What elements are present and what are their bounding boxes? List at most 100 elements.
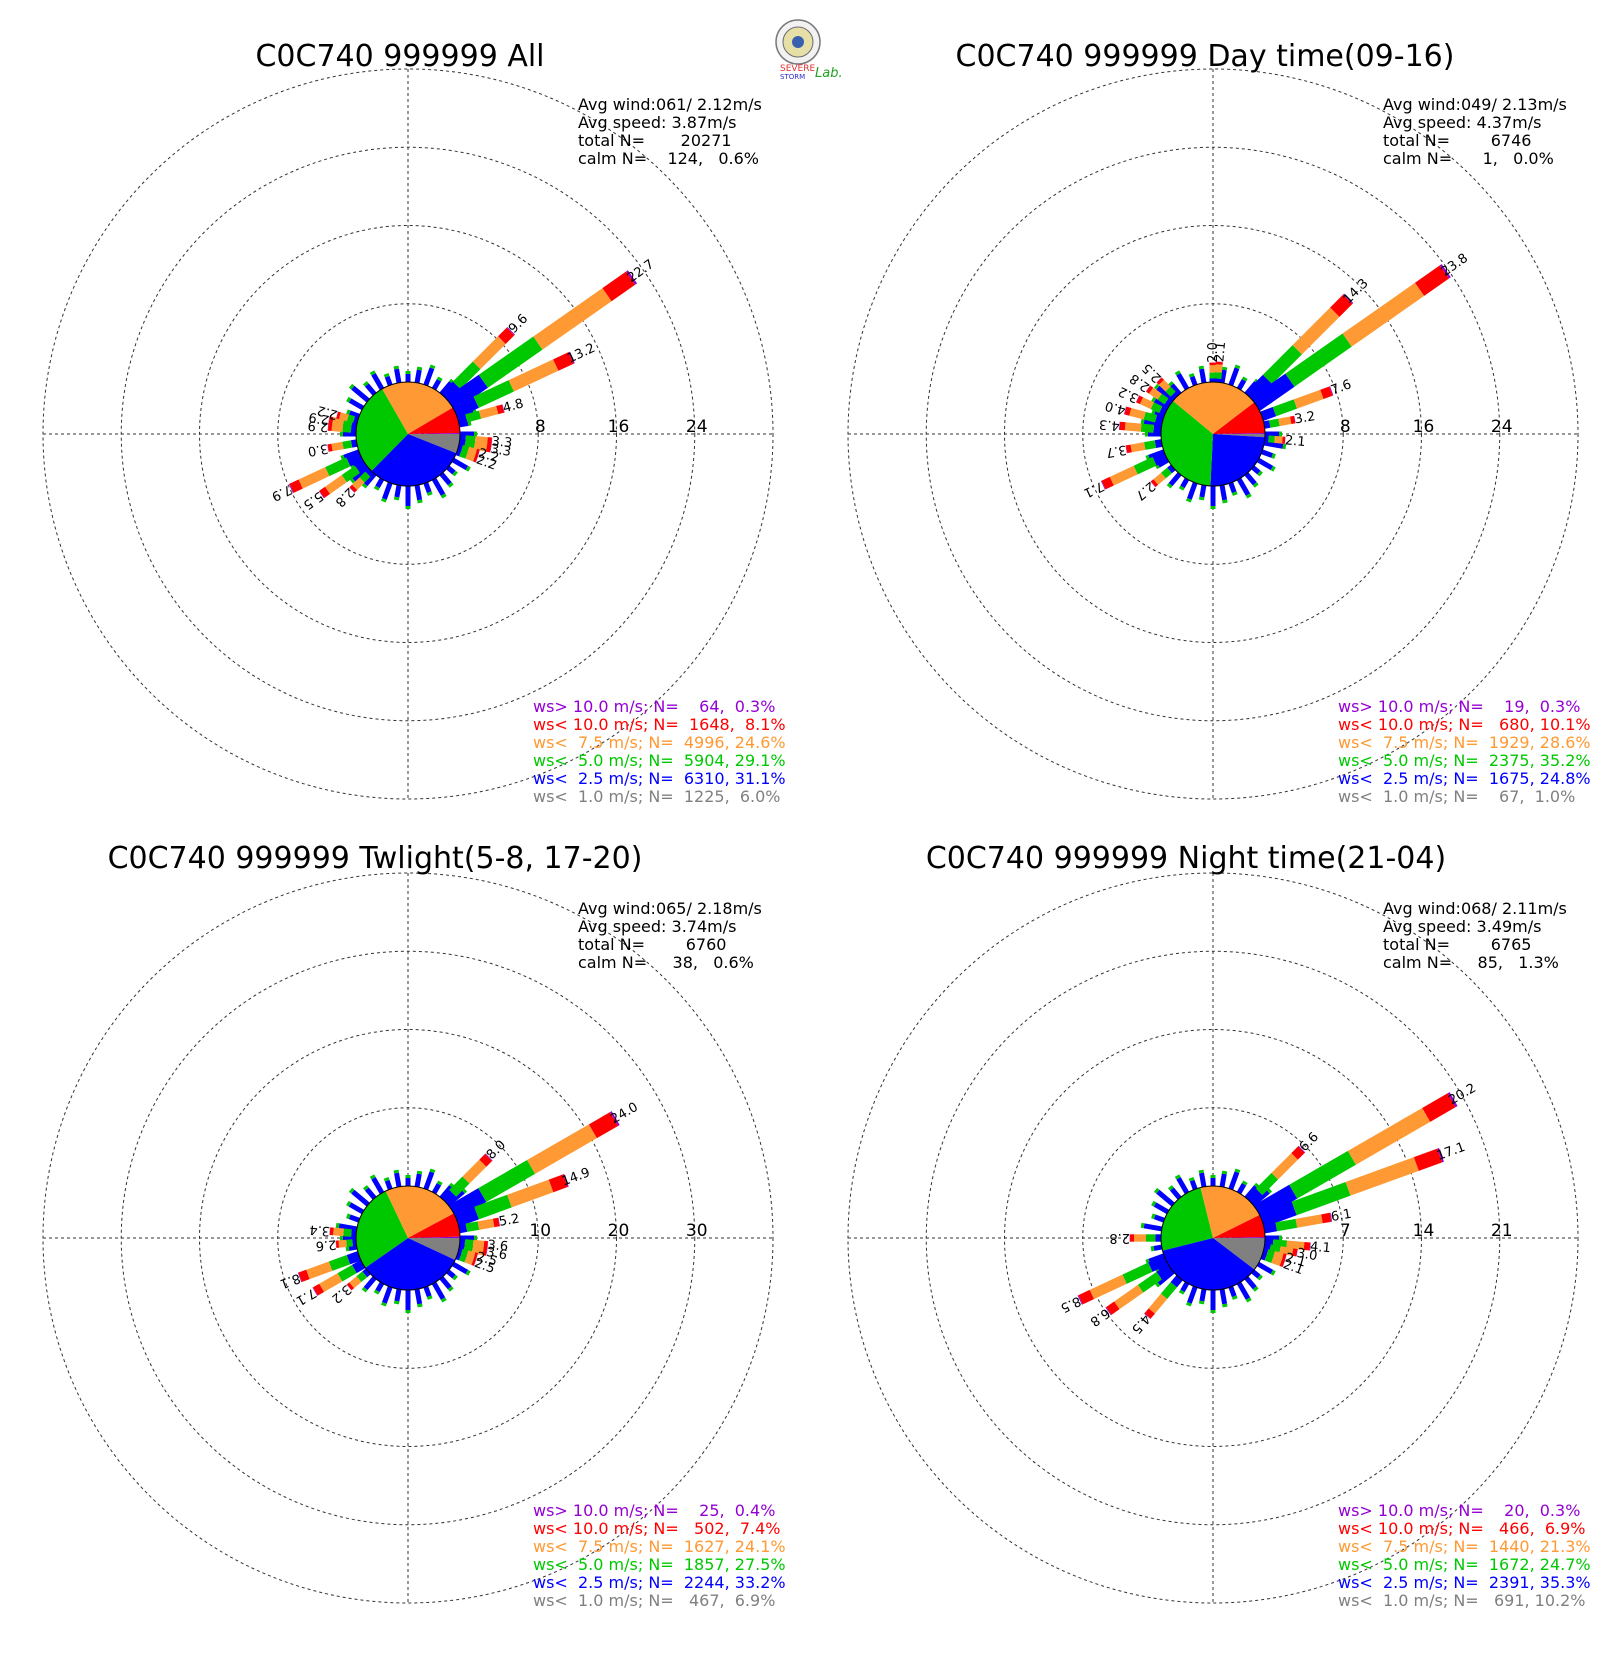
wind-bar-segment	[1272, 399, 1298, 417]
direction-stub-tip	[1270, 1269, 1276, 1276]
direction-stub-tip	[1178, 1289, 1185, 1295]
direction-stub-tip	[1174, 370, 1181, 376]
direction-stub	[1169, 1187, 1182, 1200]
direction-stub-tip	[1221, 1170, 1228, 1175]
direction-stub	[1156, 1189, 1175, 1207]
direction-stub-tip	[1168, 381, 1174, 387]
wind-bar-segment	[1154, 439, 1163, 449]
direction-stub-tip	[340, 454, 345, 461]
wind-bar-segment	[458, 1253, 467, 1263]
wind-bar-segment	[464, 440, 476, 450]
legend-entry: ws< 10.0 m/s; N= 502, 7.4%	[533, 1519, 781, 1538]
wind-bar-segment	[1264, 1253, 1274, 1263]
wind-bar-segment	[1165, 386, 1176, 397]
wind-bar-segment	[1251, 373, 1295, 411]
wind-bar-segment	[1159, 406, 1168, 416]
wind-bar-segment	[1114, 1284, 1144, 1310]
wind-bar-label: 2.2	[474, 452, 499, 473]
direction-stub	[414, 1173, 422, 1188]
wind-bar-segment	[1279, 1246, 1294, 1256]
direction-stub-tip	[447, 1286, 454, 1292]
lab-logo: SEVERE STORM Lab.	[775, 19, 843, 81]
direction-stub-tip	[1241, 1180, 1248, 1186]
wind-bar-segment	[1437, 1148, 1444, 1163]
direction-stub	[1228, 1286, 1237, 1298]
direction-stub	[1236, 1281, 1251, 1300]
direction-stub	[348, 398, 365, 411]
wind-bar-segment	[1271, 1256, 1283, 1267]
wind-bar-segment	[472, 336, 506, 370]
wind-bar-segment	[1285, 333, 1352, 387]
direction-stub-tip	[1245, 1297, 1252, 1303]
pie-slice	[1161, 1187, 1213, 1251]
wind-rose-panel: 8 16 242.02.114.323.87.63.22.12.77.13.74.3…	[847, 39, 1591, 806]
wind-bar-label: 4.3	[1098, 416, 1120, 433]
wind-bar-segment	[1124, 422, 1142, 432]
wind-bar-label: 2.1	[1284, 1251, 1308, 1271]
stats-line: calm N= 124, 0.6%	[578, 149, 759, 168]
direction-stub-tip	[1241, 376, 1248, 382]
wind-bar-label: 13.2	[565, 341, 598, 367]
ring-label: 8	[535, 417, 546, 437]
ring-label: 7	[1340, 1221, 1351, 1241]
wind-bar-segment	[458, 439, 466, 448]
direction-stub	[451, 1261, 469, 1275]
direction-stub-tip	[383, 1177, 390, 1182]
wind-bar-label: 14.9	[560, 1165, 592, 1189]
direction-stub	[348, 1202, 365, 1215]
wind-bar-segment	[1447, 1092, 1458, 1108]
direction-stub-tip	[429, 1168, 436, 1174]
wind-bar-label: 14.3	[1341, 276, 1372, 307]
pie-slice	[408, 433, 460, 434]
direction-stub-tip	[1174, 1174, 1181, 1180]
wind-bar-segment	[568, 351, 575, 364]
wind-bar-segment	[602, 271, 636, 302]
wind-bar-segment	[506, 327, 515, 336]
direction-stub	[1143, 1223, 1163, 1232]
direction-stub-tip	[383, 373, 390, 378]
wind-bar-label: 3.0	[306, 440, 329, 458]
direction-stub-tip	[393, 496, 400, 501]
wind-bar-label: 2.1	[1212, 341, 1229, 363]
wind-bar-segment	[1292, 307, 1340, 355]
wind-bar-segment	[289, 479, 303, 493]
pie-slice	[408, 1238, 460, 1260]
direction-stub	[375, 477, 385, 489]
wind-bar-label: 7.6	[1329, 377, 1354, 398]
wind-bar-label: 2.1	[1284, 433, 1306, 450]
direction-stub	[351, 1189, 370, 1207]
direction-stub-tip	[393, 1300, 400, 1305]
wind-bar-segment	[1274, 435, 1283, 444]
wind-bar-segment	[1246, 1188, 1263, 1205]
direction-stub	[1219, 1173, 1227, 1188]
direction-stub-tip	[1270, 465, 1276, 472]
direction-stub	[1219, 1288, 1228, 1305]
direction-stub	[431, 477, 446, 496]
direction-stub-tip	[465, 1269, 471, 1276]
wind-bar-segment	[1125, 444, 1132, 454]
pie-outline	[1160, 1185, 1266, 1291]
wind-bar-label: 2.8	[1109, 1230, 1130, 1245]
wind-bar-segment	[553, 352, 574, 371]
direction-stub	[394, 484, 402, 498]
pie-slice	[1200, 1186, 1260, 1238]
direction-stub-tip	[1151, 1213, 1156, 1220]
direction-stub-tip	[1271, 453, 1276, 459]
wind-bar-label: 8.1	[278, 1270, 303, 1291]
stats-line: Avg wind:049/ 2.13m/s	[1383, 95, 1567, 114]
legend-entry: ws< 5.0 m/s; N= 5904, 29.1%	[533, 751, 786, 770]
wind-bar-segment	[610, 1111, 620, 1126]
wind-bar-segment	[325, 457, 351, 477]
direction-stub	[1244, 1185, 1258, 1200]
direction-stub-tip	[449, 378, 455, 385]
wind-bar-segment	[1278, 416, 1292, 427]
direction-stub-tip	[373, 1289, 380, 1295]
direction-stub	[1153, 398, 1170, 411]
direction-stub-tip	[1198, 365, 1205, 370]
ring-label: 16	[608, 417, 630, 437]
wind-bar-segment	[473, 441, 488, 452]
direction-stub	[1180, 1281, 1190, 1293]
pie-slice	[1161, 400, 1213, 486]
legend-entry: ws< 7.5 m/s; N= 1929, 28.6%	[1338, 733, 1591, 752]
